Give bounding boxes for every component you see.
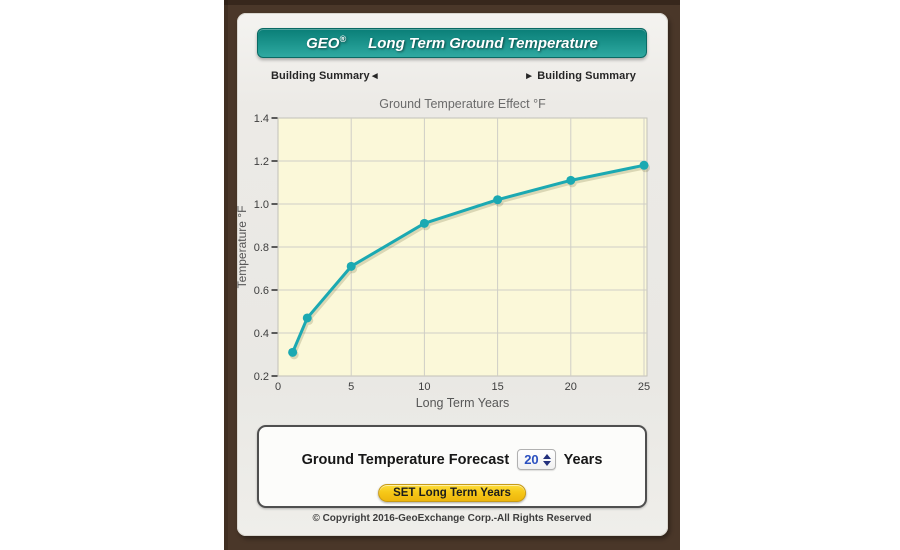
data-point: [288, 347, 298, 357]
y-tick-label: 0.6: [254, 285, 269, 297]
app-card: GEO® Long Term Ground Temperature Buildi…: [237, 13, 668, 536]
nav-building-summary-right[interactable]: ► Building Summary: [524, 70, 636, 82]
stepper-up-icon: [542, 453, 551, 459]
x-axis-label: Long Term Years: [416, 396, 510, 410]
y-tick-label: 1.0: [254, 199, 269, 211]
left-arrow-icon: ◄: [369, 71, 380, 82]
temperature-series: [288, 160, 649, 357]
forecast-unit-label: Years: [563, 451, 603, 468]
x-tick-label: 5: [348, 381, 354, 393]
x-tick-label: 25: [638, 381, 650, 393]
x-tick-label: 20: [565, 381, 577, 393]
data-point: [419, 218, 429, 228]
data-point: [566, 175, 576, 185]
x-tick-label: 10: [418, 381, 430, 393]
ground-temperature-chart: 0.2 0.4 0.6 0.8 1.0 1.2 1.4 0 5 10 15 20 25 Ground Te…: [237, 97, 650, 410]
stepper-icon: [542, 453, 551, 466]
y-tick-label: 1.2: [254, 156, 269, 168]
forecast-box: Ground Temperature Forecast 20 Years SET…: [257, 425, 647, 508]
x-tick-label: 15: [491, 381, 503, 393]
data-point: [639, 160, 649, 170]
y-tick-label: 0.4: [254, 328, 269, 340]
nav-row: Building Summary◄ ► Building Summary: [237, 70, 667, 82]
registered-mark: ®: [339, 34, 347, 44]
app-title: Long Term Ground Temperature: [368, 34, 598, 52]
data-point: [346, 261, 356, 271]
forecast-years-value: 20: [524, 452, 539, 467]
data-point: [493, 195, 503, 205]
x-tick-label: 0: [275, 381, 281, 393]
forecast-row: Ground Temperature Forecast 20 Years: [259, 449, 645, 470]
right-arrow-icon: ►: [524, 71, 535, 82]
y-tick-label: 0.2: [254, 371, 269, 383]
y-tick-label: 1.4: [254, 113, 269, 125]
app-frame: GEO® Long Term Ground Temperature Buildi…: [224, 0, 680, 550]
stepper-down-icon: [542, 460, 551, 466]
forecast-label: Ground Temperature Forecast: [301, 451, 510, 468]
app-title-banner: GEO® Long Term Ground Temperature: [257, 28, 647, 58]
data-point: [302, 313, 312, 323]
chart-title: Ground Temperature Effect °F: [379, 97, 546, 111]
nav-building-summary-left[interactable]: Building Summary◄: [271, 70, 380, 82]
y-axis-label: Temperature °F: [237, 206, 249, 289]
y-tick-label: 0.8: [254, 242, 269, 254]
forecast-years-select[interactable]: 20: [517, 449, 556, 470]
brand-logo: GEO®: [306, 34, 347, 52]
copyright-text: © Copyright 2016-GeoExchange Corp.-All R…: [312, 513, 592, 524]
set-long-term-years-button[interactable]: SET Long Term Years: [378, 484, 526, 502]
